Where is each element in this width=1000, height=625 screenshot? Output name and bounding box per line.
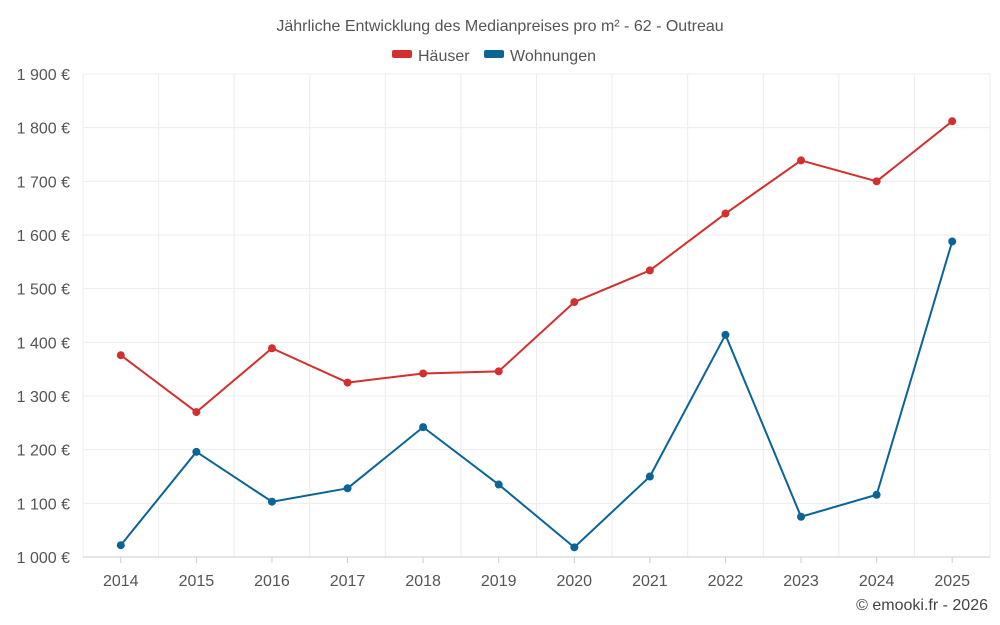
y-tick-label-1300: 1 300 € (17, 389, 70, 406)
x-tick-label-2020: 2020 (556, 573, 592, 590)
point-haeuser-2020[interactable] (570, 298, 579, 307)
point-haeuser-2022[interactable] (721, 209, 730, 218)
credit-text: © emooki.fr - 2026 (856, 597, 988, 614)
point-haeuser-2014[interactable] (116, 351, 125, 360)
y-tick-label-1900: 1 900 € (17, 67, 70, 84)
point-haeuser-2017[interactable] (343, 378, 352, 387)
x-tick-label-2018: 2018 (405, 573, 441, 590)
point-haeuser-2021[interactable] (645, 266, 654, 275)
legend: Häuser Wohnungen (392, 48, 596, 65)
y-tick-label-1800: 1 800 € (17, 121, 70, 138)
series-line-haeuser (120, 120, 953, 414)
x-tick-label-2016: 2016 (254, 573, 290, 590)
point-wohnungen-2014[interactable] (116, 541, 125, 550)
y-tick-label-1600: 1 600 € (17, 228, 70, 245)
x-tick-label-2024: 2024 (859, 573, 895, 590)
point-wohnungen-2024[interactable] (872, 490, 881, 499)
x-tick-label-2023: 2023 (783, 573, 819, 590)
x-tick-label-2022: 2022 (708, 573, 744, 590)
point-wohnungen-2023[interactable] (797, 512, 806, 521)
point-haeuser-2019[interactable] (494, 367, 503, 376)
point-haeuser-2023[interactable] (797, 156, 806, 165)
legend-swatch-haeuser (392, 50, 412, 58)
point-wohnungen-2018[interactable] (419, 423, 428, 432)
point-wohnungen-2021[interactable] (645, 472, 654, 481)
point-wohnungen-2022[interactable] (721, 330, 730, 339)
legend-swatch-wohnungen (484, 50, 504, 58)
point-wohnungen-2017[interactable] (343, 484, 352, 493)
x-tick-label-2014: 2014 (103, 573, 139, 590)
point-wohnungen-2016[interactable] (267, 497, 276, 506)
y-axis: 1 000 € 1 100 € 1 200 € 1 300 € 1 400 € 1 500… (17, 67, 70, 567)
point-wohnungen-2020[interactable] (570, 543, 579, 552)
y-tick-label-1400: 1 400 € (17, 335, 70, 352)
y-tick-label-1500: 1 500 € (17, 282, 70, 299)
point-wohnungen-2015[interactable] (192, 447, 201, 456)
point-wohnungen-2019[interactable] (494, 480, 503, 489)
point-haeuser-2016[interactable] (267, 344, 276, 353)
y-tick-label-1000: 1 000 € (17, 550, 70, 567)
x-tick-label-2015: 2015 (179, 573, 215, 590)
x-tick-label-2017: 2017 (330, 573, 366, 590)
point-haeuser-2024[interactable] (872, 177, 881, 186)
x-tick-label-2021: 2021 (632, 573, 668, 590)
point-haeuser-2015[interactable] (192, 408, 201, 417)
y-tick-label-1700: 1 700 € (17, 174, 70, 191)
series-line-wohnungen (120, 241, 954, 549)
x-axis: 2014 2015 2016 2017 2018 2019 2020 2021 2022 2023… (83, 556, 990, 590)
plot-area (116, 117, 957, 552)
legend-label-wohnungen[interactable]: Wohnungen (510, 48, 596, 65)
grid (82, 73, 991, 558)
point-haeuser-2018[interactable] (419, 369, 428, 378)
x-tick-label-2025: 2025 (934, 573, 970, 590)
legend-label-haeuser[interactable]: Häuser (418, 48, 470, 65)
x-tick-label-2019: 2019 (481, 573, 517, 590)
y-tick-label-1200: 1 200 € (17, 443, 70, 460)
y-tick-label-1100: 1 100 € (17, 496, 70, 513)
chart-title: Jährliche Entwicklung des Medianpreises … (276, 18, 723, 35)
point-wohnungen-2025[interactable] (948, 237, 957, 246)
point-haeuser-2025[interactable] (948, 117, 957, 126)
